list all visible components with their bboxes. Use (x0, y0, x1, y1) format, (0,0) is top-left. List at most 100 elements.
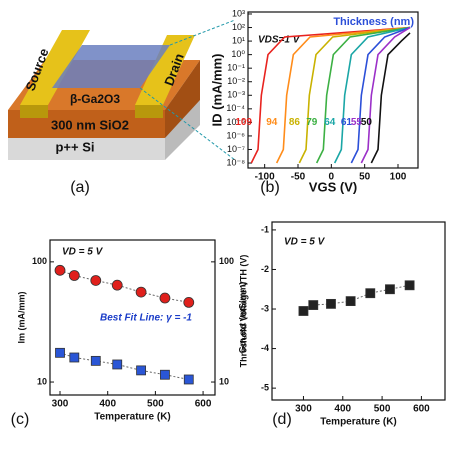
y-tick-label: 10² (232, 22, 245, 32)
panel-label: (b) (260, 179, 280, 196)
y-tick-label: 10⁻⁸ (226, 157, 245, 167)
x-tick-label: 300 (295, 404, 312, 415)
transfer-curve (250, 26, 411, 164)
y-tick-label: 10⁻⁴ (226, 103, 245, 113)
curve-label: 94 (266, 117, 278, 128)
y-tick-label: 10⁻⁵ (227, 117, 246, 127)
y-tick-label: -3 (261, 303, 269, 313)
x-tick-label: -100 (255, 172, 275, 183)
channel-label: β-Ga2O3 (70, 92, 120, 106)
drain-pad (135, 35, 195, 105)
point (68, 270, 80, 281)
y-tick-label: 10⁻⁷ (227, 144, 245, 154)
x-tick-label: 50 (359, 172, 371, 183)
y-tick-label: 10⁻³ (227, 90, 245, 100)
y2-tick-label: 100 (219, 256, 234, 266)
point (159, 292, 171, 304)
point (55, 347, 65, 358)
point (112, 359, 123, 370)
x-tick-label: 600 (195, 399, 212, 410)
y2-axis-label: Gm,ext (mS/mm) (237, 282, 247, 354)
annotation: VDS=1 V (258, 35, 301, 46)
y-tick-label: 10⁻¹ (227, 63, 245, 73)
y-tick-label: 10⁻² (227, 76, 245, 86)
device-diagram: Source Drain β-Ga2O3 300 nm SiO2 p++ Si … (8, 19, 236, 196)
annotation: VD = 5 V (284, 237, 326, 248)
annotation: Best Fit Line: γ = -1 (100, 313, 192, 324)
curve-label: 86 (289, 117, 301, 128)
substrate-label: p++ Si (55, 139, 94, 154)
panel-label: (c) (11, 411, 30, 428)
point (54, 264, 66, 276)
y-axis-label: Threshold Voltage VTH (V) (238, 255, 248, 368)
y-tick-label: -1 (261, 224, 269, 234)
x-tick-label: 0 (329, 172, 335, 183)
y-tick-label: -4 (261, 343, 269, 353)
plot-frame (49, 239, 216, 396)
source-front (20, 105, 48, 118)
x-tick-label: 500 (147, 399, 164, 410)
curve-label: 55 (351, 117, 363, 128)
y-tick-label: 100 (32, 256, 47, 266)
point (345, 296, 356, 307)
si-front (8, 135, 165, 160)
x-tick-label: 400 (334, 404, 351, 415)
x-axis-label: Temperature (K) (94, 412, 171, 423)
channel-flake (52, 45, 170, 88)
curve-label: 61 (341, 117, 353, 128)
y-tick-label: 10⁻⁶ (227, 130, 246, 140)
zoom-line (169, 19, 236, 46)
point (111, 279, 123, 291)
x-tick-label: 600 (413, 404, 430, 415)
point (90, 355, 101, 366)
transfer-curve (370, 32, 411, 164)
x-tick-label: 300 (52, 399, 69, 410)
y-tick-label: -2 (261, 264, 269, 274)
curve-label: 50 (361, 117, 373, 128)
point (135, 286, 147, 298)
y-tick-label: -5 (261, 383, 269, 393)
point (136, 365, 146, 376)
x-tick-label: 400 (99, 399, 116, 410)
annotation: VD = 5 V (62, 247, 104, 258)
si-side (165, 100, 200, 160)
transfer-curve (333, 26, 411, 164)
y-axis-label: Im (mA/mm) (16, 291, 26, 343)
point (385, 284, 395, 295)
point (160, 369, 170, 380)
point (365, 288, 376, 299)
point (183, 296, 195, 308)
x-axis-label: VGS (V) (309, 179, 357, 194)
point (69, 352, 80, 363)
x-axis-label: Temperature (K) (320, 417, 397, 428)
source-pad (20, 30, 90, 105)
point (90, 275, 102, 286)
y-tick-label: 10¹ (232, 35, 245, 45)
x-tick-label: -50 (291, 172, 306, 183)
panel-label: (d) (272, 411, 292, 428)
plot-frame (271, 221, 446, 401)
curve-label: 64 (324, 117, 336, 128)
oxide-side (165, 60, 200, 138)
plot-frame (247, 11, 419, 169)
curve-label: 109 (235, 117, 252, 128)
transfer-curve (360, 26, 411, 164)
y2-tick-label: 10 (219, 376, 229, 386)
point (183, 374, 194, 385)
transfer-curve (298, 26, 411, 164)
legend-title: Thickness (nm) (333, 16, 414, 28)
y-axis-label: ID (mA/mm) (209, 54, 224, 127)
point (326, 298, 336, 309)
transfer-curve (315, 26, 411, 164)
point (298, 306, 309, 316)
x-tick-label: 100 (390, 172, 407, 183)
drain-front (135, 105, 163, 118)
curve-label: 79 (306, 117, 318, 128)
y-tick-label: 10 (37, 376, 47, 386)
y-tick-label: 10⁰ (231, 49, 245, 59)
panel-label: (a) (70, 179, 90, 196)
point (404, 280, 415, 291)
transfer-curve (275, 26, 411, 164)
oxide-label: 300 nm SiO2 (51, 117, 129, 132)
x-tick-label: 500 (374, 404, 391, 415)
